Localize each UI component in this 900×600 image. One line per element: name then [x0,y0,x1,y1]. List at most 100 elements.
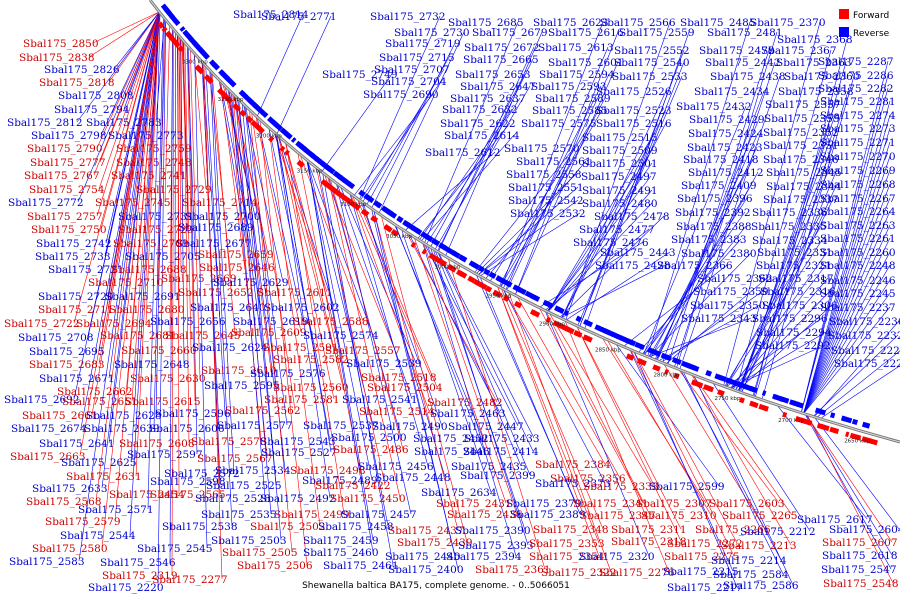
leader-line [285,141,344,360]
gene-label: Sbal175_2399 [460,470,536,482]
reverse-gene-feature [227,78,237,88]
leader-line [235,96,272,515]
gene-label: Sbal175_2583 [9,556,85,568]
gene-label: Sbal175_2798 [31,130,107,142]
forward-gene-feature [446,263,457,273]
leader-line [366,56,450,206]
leader-line [181,39,187,163]
reverse-gene-feature [325,165,336,175]
gene-label: Sbal175_2363 [776,57,852,69]
leader-line [438,251,535,439]
leader-line [259,119,308,566]
gene-label: Sbal175_2677 [176,238,252,250]
gene-label: Sbal175_2446 [414,446,490,458]
leader-line [177,34,180,495]
leader-line [729,264,827,389]
leader-line [426,244,522,467]
leader-line [819,365,900,419]
forward-gene-feature [820,423,830,432]
gene-label: Sbal175_2659 [198,249,274,261]
legend-forward-label: Forward [853,11,889,21]
gene-label: Sbal175_2691 [105,291,181,303]
gene-label: Sbal175_2783 [86,117,162,129]
gene-label: Sbal175_2307 [636,498,712,510]
gene-label: Sbal175_2286 [818,70,894,82]
leader-line [98,11,160,190]
gene-label: Sbal175_2435 [451,461,527,473]
gene-label: Sbal175_2585 [532,105,608,117]
leader-line [735,49,832,391]
leader-line [500,287,604,530]
gene-label: Sbal175_2224 [834,358,900,370]
leader-line [130,11,160,463]
leader-line [373,210,459,570]
gene-label: Sbal175_2274 [820,110,896,122]
gene-label: Sbal175_2634 [421,487,497,499]
forward-gene-feature [439,259,448,267]
forward-gene-feature [161,26,168,33]
gene-label: Sbal175_2443 [600,247,676,259]
leader-line [614,342,720,487]
gene-label: Sbal175_2808 [58,90,134,102]
legend: Forward Reverse [839,9,890,39]
leader-line [803,127,891,414]
gene-label: Sbal175_2461 [323,560,399,572]
gene-label: Sbal175_2266 [695,524,771,536]
leader-line [473,147,575,274]
leader-line [96,11,160,149]
gene-label: Sbal175_2485 [680,17,756,29]
leader-line [500,21,604,288]
forward-gene-feature [216,87,224,95]
gene-label: Sbal175_2213 [721,540,797,552]
forward-gene-feature [157,21,165,29]
gene-label: Sbal175_2561 [516,156,592,168]
leader-line [479,275,581,515]
leader-line [256,13,304,118]
reverse-gene-feature [387,209,398,219]
leader-line [479,212,581,277]
reverse-gene-feature [471,261,480,270]
gene-label: Sbal175_2523 [596,105,672,117]
leader-line [418,108,513,241]
leader-line [623,264,728,347]
leader-line [349,192,429,467]
gene-label: Sbal175_2352 [763,127,839,139]
gene-label: Sbal175_2597 [127,449,203,461]
leader-line [576,325,682,542]
gene-label: Sbal175_2392 [675,207,751,219]
gene-label: Sbal175_2220 [88,582,164,594]
reverse-gene-feature [262,111,269,119]
leader-line [606,339,712,516]
gene-label: Sbal175_2460 [303,547,379,559]
leader-line [249,109,293,553]
gene-label: Sbal175_2826 [44,64,120,76]
leader-line [329,178,404,450]
gene-label: Sbal175_2537 [303,420,379,432]
leader-line [803,292,891,414]
reverse-gene-feature [376,202,383,209]
gene-label: Sbal175_2296 [752,313,828,325]
leader-line [336,183,413,400]
gene-label: Sbal175_2316 [760,286,836,298]
leader-line [238,99,277,486]
leader-line [545,310,651,516]
leader-line [637,238,742,354]
gene-label: Sbal175_2565 [150,489,226,501]
leader-line [437,251,534,452]
gene-label: Sbal175_2596 [155,408,231,420]
gene-label: Sbal175_2336 [752,207,828,219]
leader-line [95,11,160,502]
gene-label: Sbal175_2612 [425,147,501,159]
leader-line [667,49,770,366]
reverse-gene-feature [527,292,534,299]
gene-label: Sbal175_2502 [250,521,326,533]
gene-label: Sbal175_2588 [293,316,369,328]
gene-label: Sbal175_2599 [649,481,725,493]
leader-line [401,228,492,493]
forward-gene-feature [492,289,503,298]
gene-label: Sbal175_2533 [612,71,688,83]
scale-tick-label: 2950 kbp [486,294,512,300]
leader-line [633,350,738,544]
gene-label: Sbal175_2439 [397,537,473,549]
